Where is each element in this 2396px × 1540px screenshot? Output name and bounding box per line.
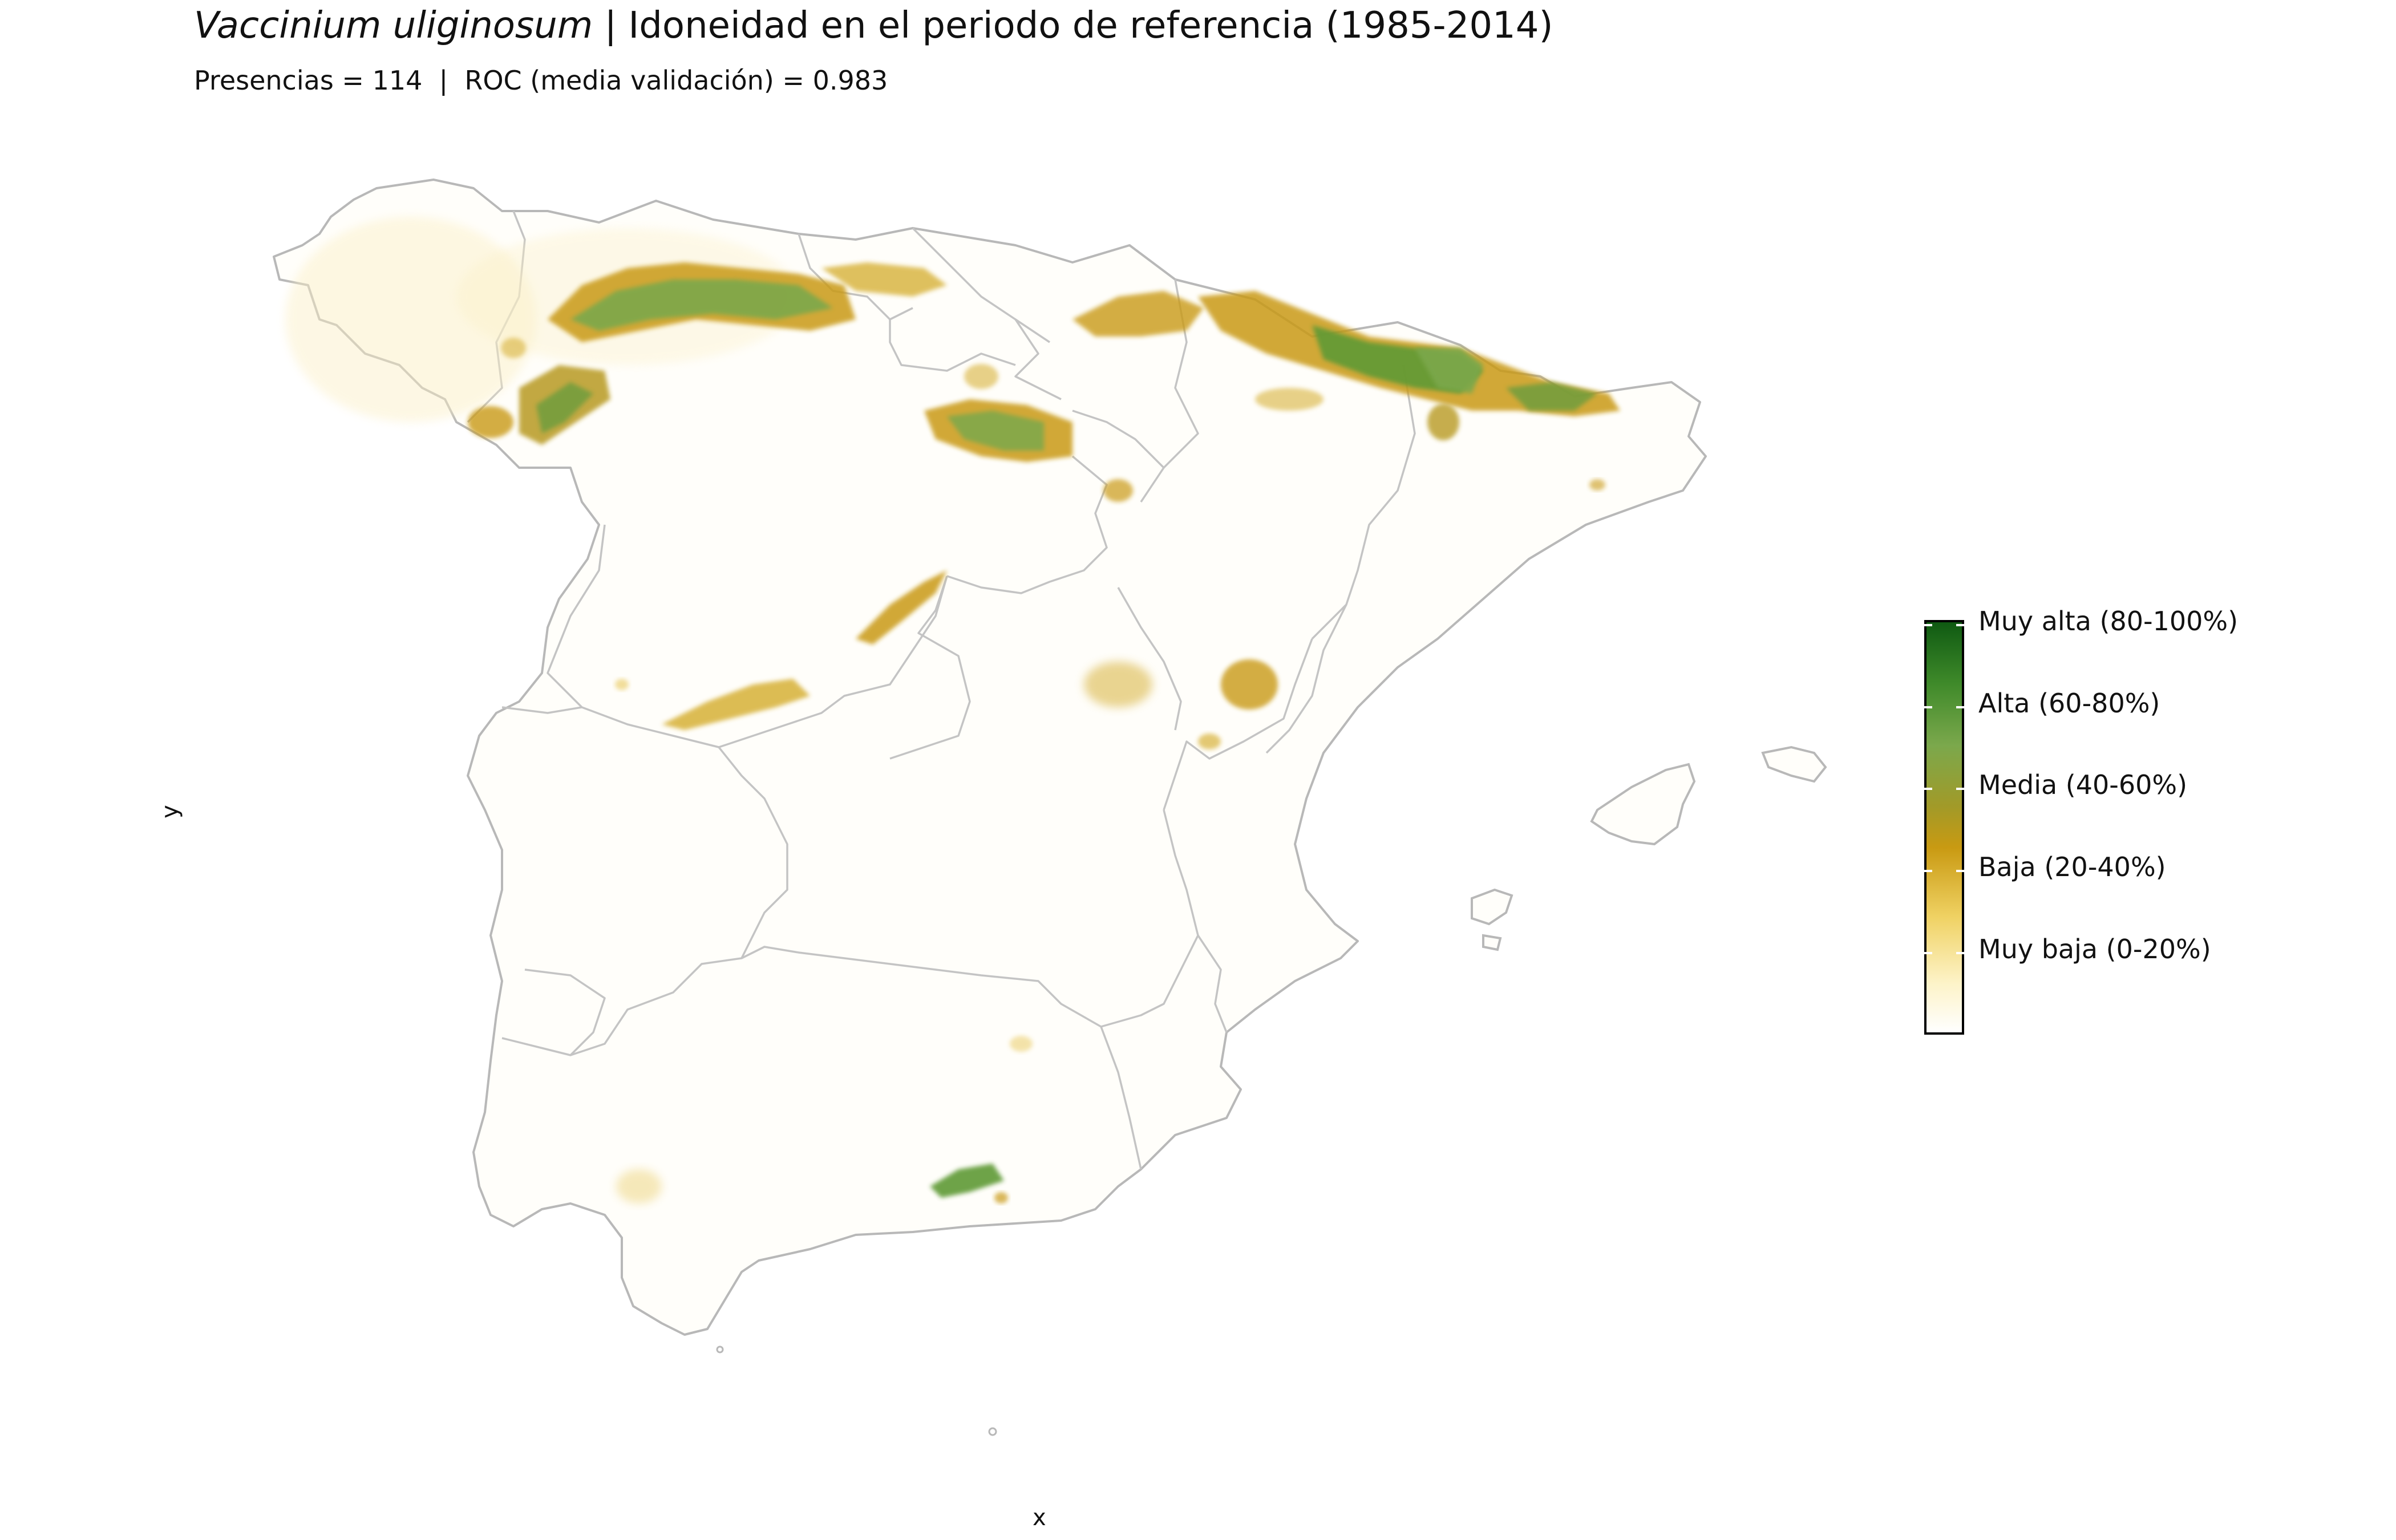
map-subtitle: Presencias = 114 | ROC (media validación… bbox=[194, 65, 888, 96]
legend-tick bbox=[1924, 706, 1964, 708]
menorca-outline bbox=[1761, 745, 1827, 783]
formentera-outline bbox=[1482, 934, 1502, 951]
islet-1 bbox=[988, 1427, 997, 1436]
legend-colorbar bbox=[1924, 620, 1964, 1035]
x-axis-label: x bbox=[1033, 1505, 1046, 1531]
peninsula-outline bbox=[273, 179, 1707, 1336]
species-name: Vaccinium uliginosum bbox=[194, 5, 593, 47]
title-rest: | Idoneidad en el periodo de referencia … bbox=[593, 5, 1553, 47]
legend-tick bbox=[1924, 788, 1964, 790]
region-borders bbox=[467, 210, 1416, 1170]
legend-label-baja: Baja (20-40%) bbox=[1978, 852, 2166, 882]
suitability-layer bbox=[285, 217, 1620, 1203]
ibiza-outline bbox=[1471, 888, 1513, 926]
legend-label-muy-alta: Muy alta (80-100%) bbox=[1978, 606, 2239, 637]
legend-tick bbox=[1924, 952, 1964, 954]
legend-tick bbox=[1924, 870, 1964, 872]
legend-tick bbox=[1924, 624, 1964, 626]
y-axis-label: y bbox=[156, 805, 183, 818]
legend-label-muy-baja: Muy baja (0-20%) bbox=[1978, 934, 2211, 964]
legend-label-alta: Alta (60-80%) bbox=[1978, 688, 2160, 719]
legend-label-media: Media (40-60%) bbox=[1978, 769, 2188, 800]
map-title: Vaccinium uliginosum | Idoneidad en el p… bbox=[194, 5, 1553, 47]
mallorca-outline bbox=[1590, 763, 1696, 846]
islet-2 bbox=[716, 1346, 724, 1353]
